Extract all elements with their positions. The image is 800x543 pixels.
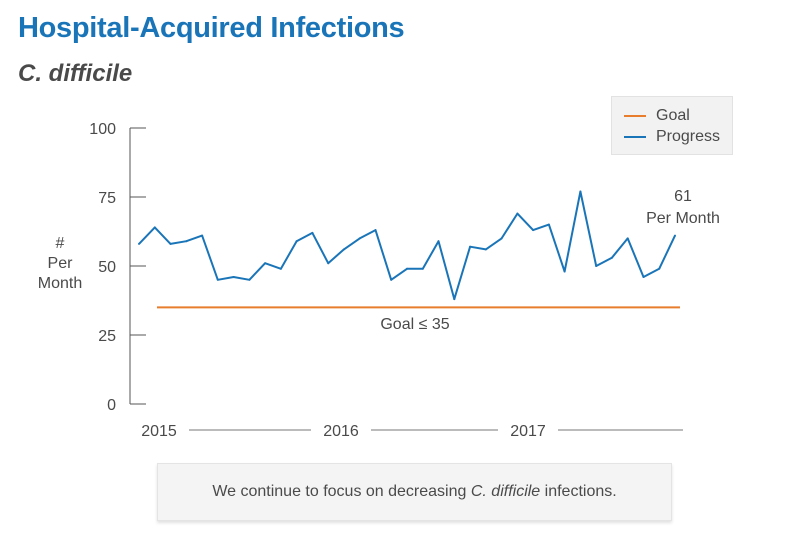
- y-tick-label: 50: [98, 259, 116, 276]
- progress-point: [484, 248, 487, 251]
- note-text-after: infections.: [540, 483, 617, 500]
- progress-point: [579, 190, 582, 193]
- progress-point: [516, 212, 519, 215]
- progress-point: [374, 229, 377, 232]
- last-value: 61: [674, 188, 692, 205]
- note-text-emphasis: C. difficile: [470, 483, 541, 500]
- legend-item-progress: Progress: [624, 126, 732, 147]
- y-tick-label: 0: [107, 397, 116, 414]
- progress-point: [295, 240, 298, 243]
- progress-point: [232, 276, 235, 278]
- last-value-unit: Per Month: [646, 210, 720, 227]
- progress-point: [453, 298, 456, 301]
- progress-point: [185, 240, 188, 243]
- progress-point: [547, 223, 550, 226]
- progress-point: [563, 270, 566, 273]
- progress-layer: [138, 190, 676, 301]
- y-axis-label-line: Per: [47, 255, 73, 272]
- progress-point: [201, 234, 204, 237]
- progress-point: [532, 229, 535, 232]
- legend-swatch-progress: [624, 135, 646, 138]
- progress-point: [138, 242, 140, 245]
- progress-point: [327, 262, 330, 265]
- progress-point: [358, 237, 361, 240]
- progress-point: [406, 267, 408, 270]
- progress-point: [169, 242, 172, 245]
- progress-point: [469, 245, 472, 248]
- progress-point: [642, 276, 645, 278]
- y-tick-label: 25: [98, 328, 116, 345]
- y-axis-label: # Per Month: [24, 234, 96, 294]
- progress-point: [595, 265, 598, 267]
- y-axis-label-line: #: [55, 235, 65, 252]
- progress-point: [674, 234, 676, 237]
- progress-point: [626, 237, 629, 240]
- progress-point: [248, 278, 251, 281]
- legend-label-progress: Progress: [656, 127, 721, 145]
- chart-subtitle: C. difficile: [18, 60, 133, 87]
- y-tick-label: 100: [89, 121, 116, 138]
- line-chart: 0 25 50 75 100 2015 2016 2017: [89, 121, 683, 440]
- progress-point: [610, 256, 613, 259]
- progress-point: [342, 248, 345, 251]
- x-year-label: 2015: [141, 423, 177, 440]
- y-tick-label: 75: [98, 190, 116, 207]
- progress-point: [500, 237, 503, 240]
- progress-point: [658, 267, 661, 270]
- legend-swatch-goal: [624, 114, 646, 117]
- y-axis-label-line: Month: [37, 275, 83, 292]
- x-year-label: 2017: [510, 423, 546, 440]
- legend-label-goal: Goal: [656, 106, 690, 124]
- chart-title: Hospital-Acquired Infections: [18, 12, 405, 44]
- progress-point: [264, 262, 267, 265]
- progress-series-line: [138, 190, 676, 301]
- note-text-before: We continue to focus on decreasing: [212, 483, 471, 500]
- progress-point: [421, 267, 424, 270]
- progress-point: [311, 231, 314, 234]
- x-year-label: 2016: [323, 423, 359, 440]
- legend-item-goal: Goal: [624, 105, 732, 126]
- progress-point: [216, 278, 219, 281]
- goal-annotation: Goal ≤ 35: [380, 316, 450, 333]
- note-box: We continue to focus on decreasing C. di…: [157, 463, 672, 521]
- progress-point: [279, 267, 282, 270]
- progress-point: [390, 278, 393, 281]
- axes: 0 25 50 75 100 2015 2016 2017: [89, 121, 683, 440]
- last-value-annotation: 61 Per Month: [628, 186, 738, 230]
- progress-point: [153, 226, 156, 229]
- progress-point: [437, 240, 440, 243]
- legend: Goal Progress: [611, 96, 733, 155]
